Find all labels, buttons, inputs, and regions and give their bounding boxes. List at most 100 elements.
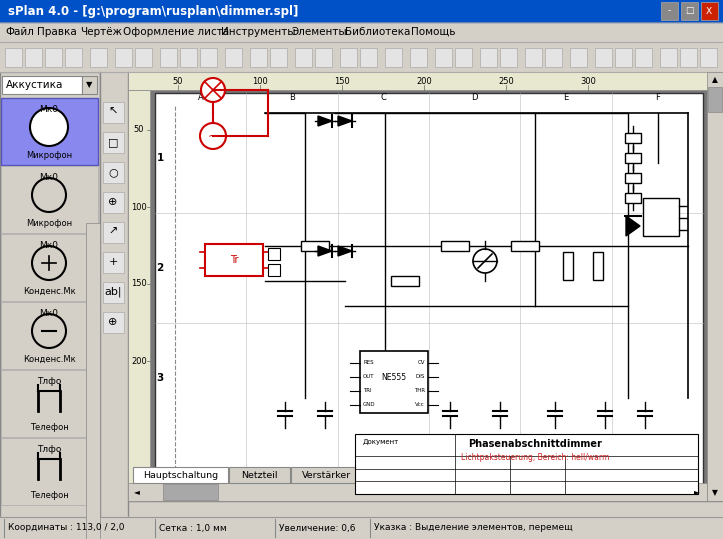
- Bar: [680, 48, 697, 67]
- Text: Netzteil: Netzteil: [241, 471, 278, 480]
- Text: Tr: Tr: [230, 255, 239, 265]
- Text: ↗: ↗: [108, 227, 118, 237]
- Bar: [0, 517, 723, 539]
- Text: 50: 50: [134, 126, 145, 135]
- Bar: [660, 48, 677, 67]
- Bar: [65, 48, 82, 67]
- Bar: [545, 48, 562, 67]
- Text: Телефон: Телефон: [30, 490, 69, 500]
- Bar: [511, 241, 539, 251]
- Text: NE555: NE555: [382, 372, 406, 382]
- Text: 50: 50: [173, 77, 183, 86]
- Text: Чертёж: Чертёж: [80, 27, 122, 37]
- Bar: [625, 193, 641, 203]
- Text: Элементы: Элементы: [291, 27, 347, 37]
- Text: 150: 150: [131, 280, 147, 288]
- Bar: [45, 48, 62, 67]
- Bar: [563, 252, 573, 280]
- Circle shape: [200, 123, 226, 149]
- Text: ◄: ◄: [134, 487, 140, 496]
- Bar: [385, 48, 402, 67]
- Bar: [25, 48, 42, 67]
- Bar: [128, 483, 707, 501]
- Bar: [1, 98, 98, 165]
- Text: A: A: [198, 93, 204, 102]
- Bar: [480, 48, 497, 67]
- Text: Микрофон: Микрофон: [26, 218, 72, 227]
- Circle shape: [30, 108, 68, 146]
- Text: D: D: [471, 93, 478, 102]
- Bar: [0, 42, 723, 72]
- Text: Мк0: Мк0: [40, 174, 59, 183]
- Text: ▼: ▼: [86, 80, 93, 89]
- Bar: [103, 102, 124, 123]
- Text: Сетка : 1,0 мм: Сетка : 1,0 мм: [159, 523, 227, 533]
- Bar: [291, 467, 363, 483]
- Bar: [128, 90, 150, 501]
- Text: Мк0: Мк0: [40, 106, 59, 114]
- Bar: [301, 241, 329, 251]
- Text: TRI: TRI: [363, 389, 372, 393]
- Bar: [1, 166, 98, 233]
- Bar: [625, 153, 641, 163]
- Polygon shape: [626, 216, 640, 236]
- Bar: [82, 76, 97, 94]
- Text: □: □: [108, 137, 119, 147]
- Text: B: B: [289, 93, 295, 102]
- Bar: [360, 351, 428, 413]
- Bar: [5, 48, 22, 67]
- Bar: [525, 48, 542, 67]
- Text: CV: CV: [417, 361, 425, 365]
- Bar: [205, 244, 263, 276]
- Bar: [180, 48, 197, 67]
- Bar: [103, 252, 124, 273]
- Bar: [500, 48, 517, 67]
- Bar: [160, 48, 177, 67]
- Bar: [1, 438, 98, 505]
- Text: ~: ~: [208, 129, 218, 142]
- Bar: [128, 72, 723, 501]
- Text: ⊕: ⊕: [108, 317, 118, 327]
- Text: Тлфо: Тлфо: [37, 377, 61, 386]
- Bar: [103, 162, 124, 183]
- Bar: [163, 484, 218, 500]
- Bar: [681, 2, 698, 20]
- Text: Увеличение: 0,6: Увеличение: 0,6: [279, 523, 356, 533]
- Text: F: F: [655, 93, 660, 102]
- Bar: [1, 302, 98, 369]
- Text: Тлфо: Тлфо: [37, 446, 61, 454]
- Bar: [115, 48, 132, 67]
- Text: 150: 150: [334, 77, 350, 86]
- Text: Vcc: Vcc: [415, 403, 425, 407]
- Circle shape: [201, 78, 225, 102]
- Polygon shape: [318, 246, 332, 256]
- Bar: [135, 48, 152, 67]
- Text: ↖: ↖: [108, 107, 118, 117]
- Bar: [90, 48, 107, 67]
- Bar: [155, 93, 703, 498]
- Bar: [103, 312, 124, 333]
- Text: Микрофон: Микрофон: [26, 150, 72, 160]
- Text: C: C: [380, 93, 386, 102]
- Text: Мк0: Мк0: [40, 309, 59, 319]
- Text: 250: 250: [498, 77, 514, 86]
- Bar: [250, 48, 267, 67]
- Bar: [643, 198, 679, 236]
- Text: E: E: [563, 93, 568, 102]
- Text: X: X: [706, 6, 712, 16]
- Text: Правка: Правка: [37, 27, 77, 37]
- Polygon shape: [318, 116, 332, 126]
- Text: 2: 2: [156, 263, 163, 273]
- Text: Hauptschaltung: Hauptschaltung: [143, 471, 218, 480]
- Text: Инструменты: Инструменты: [221, 27, 296, 37]
- Bar: [103, 222, 124, 243]
- Bar: [315, 48, 332, 67]
- Text: +: +: [108, 257, 118, 267]
- Text: RES: RES: [363, 361, 374, 365]
- Text: Конденс.Мк: Конденс.Мк: [22, 287, 75, 295]
- Text: OUT: OUT: [363, 375, 375, 379]
- Text: Мк0: Мк0: [40, 241, 59, 251]
- Bar: [103, 282, 124, 303]
- Bar: [701, 2, 718, 20]
- Bar: [635, 48, 652, 67]
